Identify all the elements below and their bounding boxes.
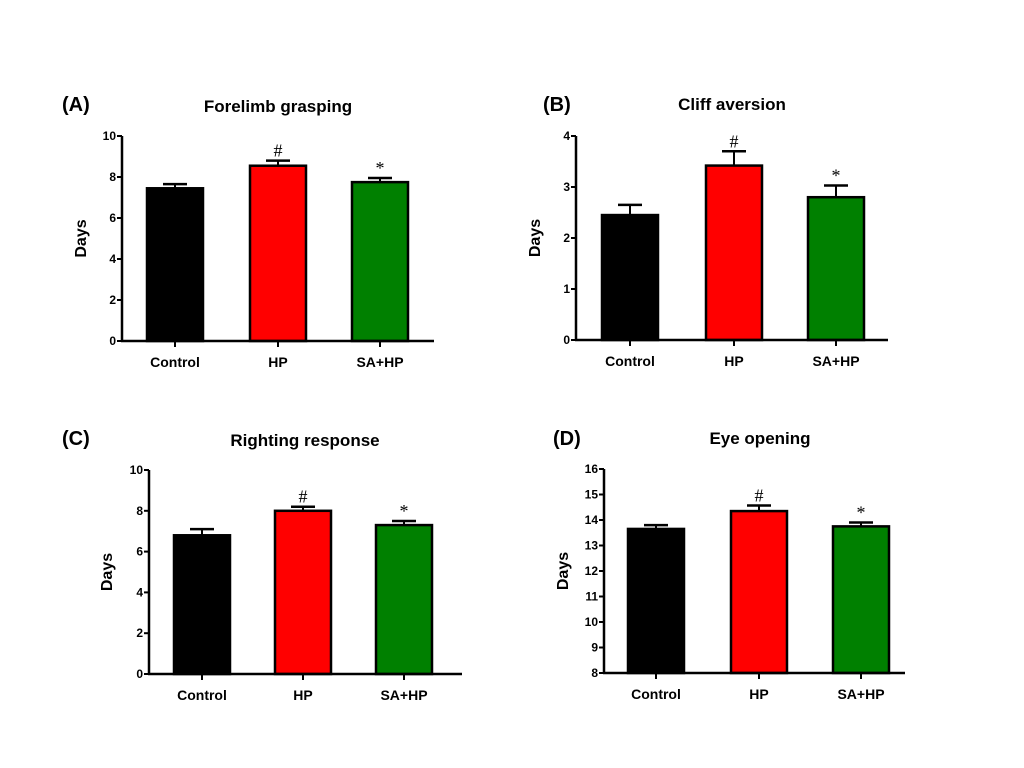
y-tick-label: 8 (591, 666, 598, 680)
x-tick-label: Control (150, 354, 200, 370)
y-tick-label: 2 (563, 231, 570, 245)
bar-hp (704, 164, 764, 342)
y-tick-label: 8 (136, 504, 143, 518)
y-tick-label: 2 (109, 293, 116, 307)
panel-label: (B) (543, 94, 571, 116)
y-tick-label: 9 (591, 641, 598, 655)
bar-control (172, 534, 232, 676)
y-axis-label: Days (527, 219, 544, 257)
y-axis-label: Days (555, 552, 572, 590)
bar-control (600, 213, 660, 342)
y-tick-label: 4 (136, 585, 143, 599)
y-tick-label: 1 (563, 282, 570, 296)
x-tick-label: HP (268, 354, 287, 370)
bar-hp (248, 164, 308, 343)
y-tick-label: 3 (563, 180, 570, 194)
y-tick-label: 8 (109, 170, 116, 184)
y-tick-label: 15 (585, 488, 599, 502)
y-tick-label: 4 (563, 129, 570, 143)
x-tick-label: SA+HP (812, 353, 859, 369)
y-tick-label: 6 (109, 211, 116, 225)
significance-marker: * (857, 503, 866, 523)
x-tick-label: HP (749, 686, 768, 702)
y-axis-label: Days (73, 219, 90, 257)
y-tick-label: 0 (109, 334, 116, 348)
y-tick-label: 16 (585, 462, 599, 476)
bar-control (626, 527, 686, 675)
panel-a: (A) Forelimb grasping Days Control # HP * SA+HP… (62, 94, 434, 370)
x-tick-label: SA+HP (837, 686, 884, 702)
y-axis-label: Days (99, 553, 116, 591)
x-tick-label: Control (631, 686, 681, 702)
x-tick-label: Control (605, 353, 655, 369)
panel-c: (C) Righting response Days Control # HP * SA+HP… (62, 428, 462, 703)
x-tick-label: Control (177, 687, 227, 703)
y-tick-label: 0 (563, 333, 570, 347)
y-tick-label: 13 (585, 539, 599, 553)
bar-hp (729, 509, 789, 675)
panel-label: (D) (553, 428, 581, 450)
x-tick-label: SA+HP (380, 687, 427, 703)
significance-marker: # (274, 141, 283, 161)
y-tick-label: 11 (585, 590, 598, 604)
y-tick-label: 10 (585, 615, 599, 629)
significance-marker: # (299, 487, 308, 507)
bar-hp (273, 509, 333, 676)
y-tick-label: 14 (585, 513, 599, 527)
panel-d: (D) Eye opening Days Control # HP * SA+HP 8 9 10 11… (553, 428, 905, 702)
chart-title: Cliff aversion (678, 95, 786, 114)
y-tick-label: 10 (130, 463, 144, 477)
significance-marker: * (376, 158, 385, 178)
x-tick-label: SA+HP (356, 354, 403, 370)
panel-label: (C) (62, 428, 90, 450)
x-tick-label: HP (293, 687, 312, 703)
significance-marker: # (730, 131, 739, 151)
y-tick-label: 2 (136, 626, 143, 640)
y-tick-label: 6 (136, 545, 143, 559)
significance-marker: # (755, 485, 764, 505)
bar-control (145, 187, 205, 343)
y-tick-label: 12 (585, 564, 599, 578)
panel-label: (A) (62, 94, 90, 116)
significance-marker: * (400, 501, 409, 521)
chart-title: Forelimb grasping (204, 97, 352, 116)
significance-marker: * (832, 165, 841, 185)
chart-title: Righting response (230, 431, 379, 450)
chart-title: Eye opening (709, 429, 810, 448)
panel-b: (B) Cliff aversion Days Control # HP * SA+HP 0 1 2… (527, 94, 888, 369)
bar-sa-hp (806, 195, 866, 342)
y-tick-label: 0 (136, 667, 143, 681)
bar-sa-hp (831, 525, 891, 675)
y-tick-label: 10 (103, 129, 117, 143)
bar-sa-hp (374, 523, 434, 676)
x-tick-label: HP (724, 353, 743, 369)
y-tick-label: 4 (109, 252, 116, 266)
bar-sa-hp (350, 180, 410, 343)
